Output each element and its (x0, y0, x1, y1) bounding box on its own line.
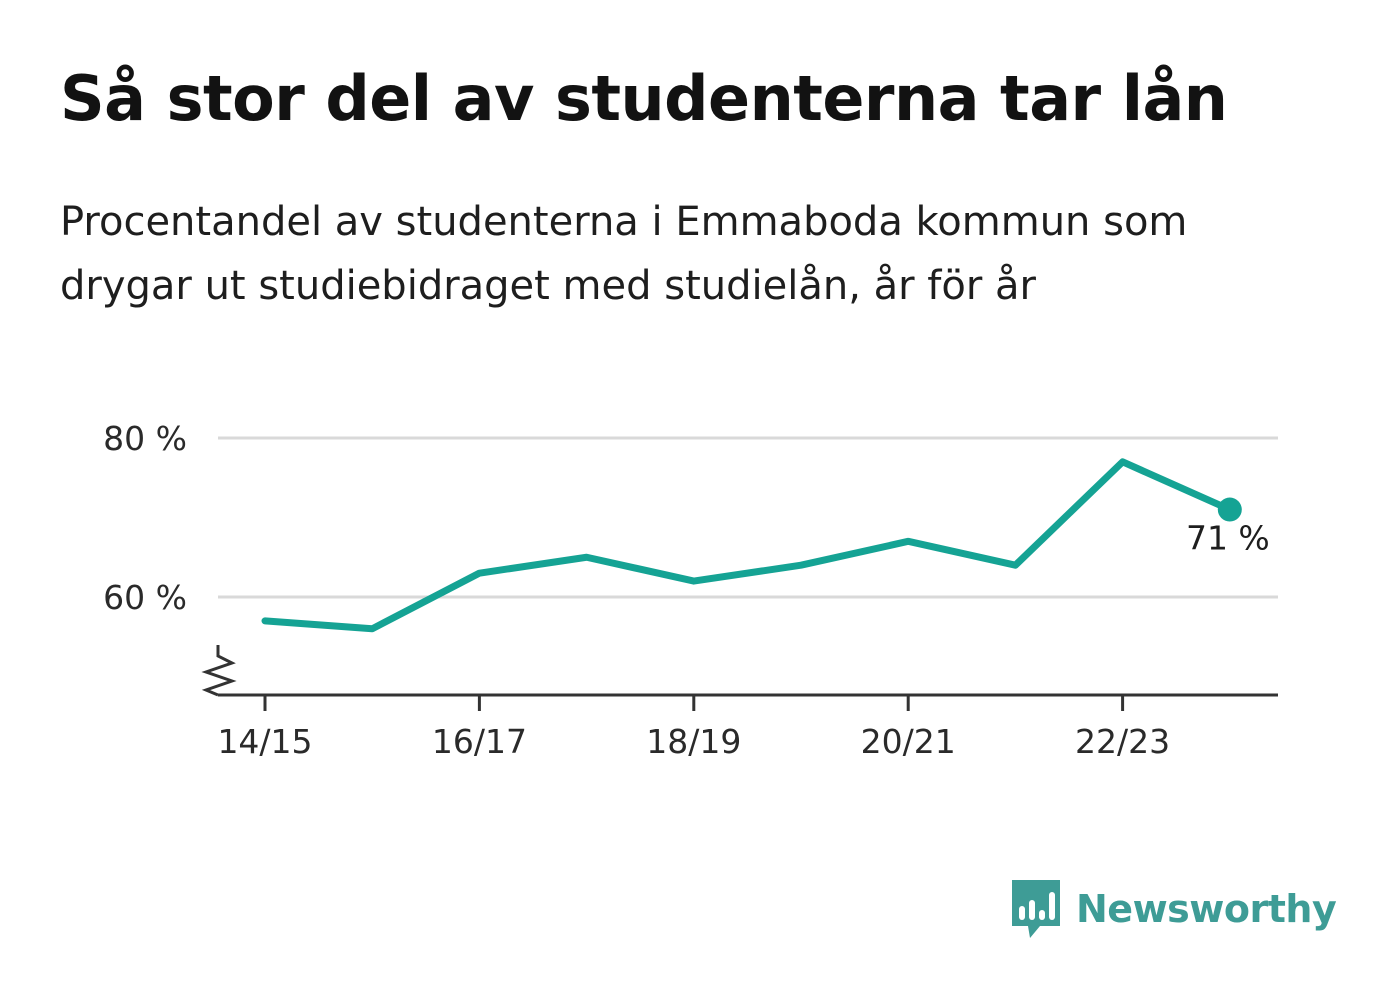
x-tick-label: 16/17 (432, 722, 527, 761)
last-point-marker (1217, 497, 1242, 522)
last-value-label: 71 % (1186, 519, 1270, 558)
chart-subtitle: Procentandel av studenterna i Emmaboda k… (60, 199, 1188, 309)
x-tick-label: 20/21 (861, 722, 956, 761)
y-tick-label: 60 % (103, 578, 187, 617)
newsworthy-logo-icon (1012, 880, 1060, 938)
series-line (261, 458, 1234, 633)
y-axis-break (201, 645, 237, 697)
newsworthy-logo: Newsworthy (1010, 878, 1337, 940)
y-tick-label: 80 % (103, 419, 187, 458)
chart-title: Så stor del av studenterna tar lån (60, 62, 1228, 135)
x-tick-label: 14/15 (217, 722, 312, 761)
x-tick-label: 18/19 (646, 722, 741, 761)
brand-name: Newsworthy (1076, 887, 1337, 931)
x-tick-label: 22/23 (1075, 722, 1170, 761)
